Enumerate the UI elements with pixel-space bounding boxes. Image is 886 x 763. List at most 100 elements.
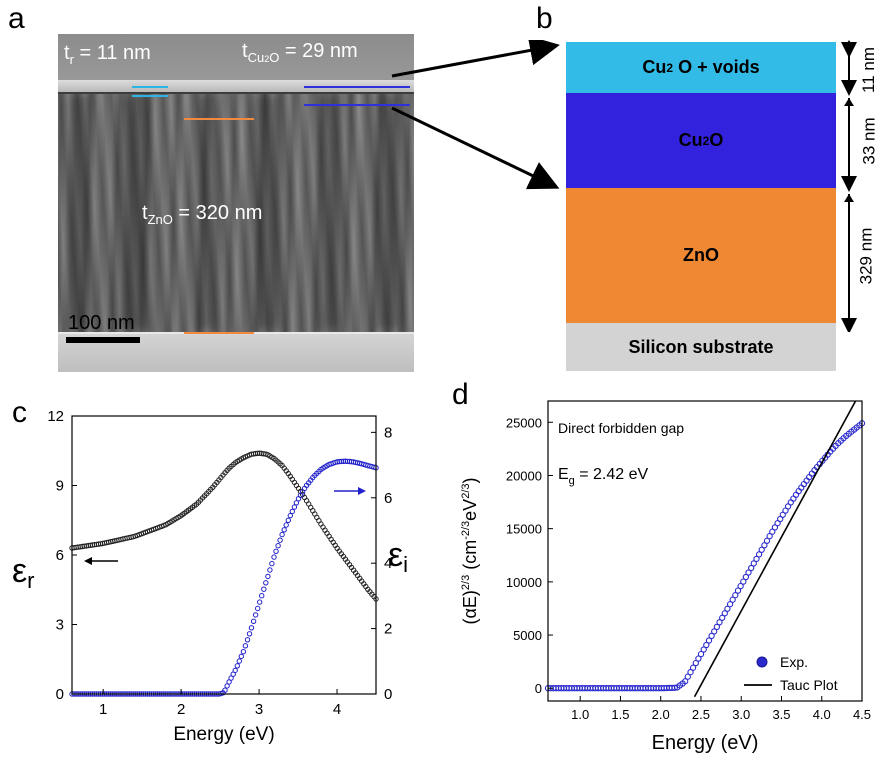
data-point [293,500,300,506]
x-tick-label: 1.0 [571,707,589,722]
tcu2o-label: tCu2O = 29 nm [242,40,358,65]
panel-label-d: d [452,378,469,411]
x-axis-label: Energy (eV) [652,732,759,754]
y-tick-label: 25000 [506,415,542,430]
y-axis-label-left: εr [12,552,35,593]
thickness-label-329nm: 329 nm [856,227,876,285]
data-point [697,650,705,658]
x-tick-label: 2.0 [652,707,670,722]
data-point [281,527,287,533]
data-point [745,569,752,576]
x-tick-label: 1 [99,701,107,718]
data-point [692,659,699,667]
tr-label: tr = 11 nm [64,42,151,67]
x-tick-label: 2 [177,701,185,718]
data-point [257,599,263,605]
data-point [279,531,285,538]
data-point [750,560,757,567]
y-tick-label-left: 6 [56,547,64,564]
tem-column-shadow [198,94,216,330]
y-axis-label-right: εi [388,536,408,577]
connector-arrows [391,40,560,190]
data-point [689,664,697,671]
y-tick-label-left: 3 [56,617,64,634]
y-tick-label: 20000 [506,468,542,483]
data-point [275,543,281,549]
y-tick-label: 0 [535,681,542,696]
data-point [682,678,689,685]
cyan-thickness-mark [132,95,168,97]
panel-label-b: b [536,2,553,35]
data-point [263,580,269,586]
y-tick-label-left: 9 [56,478,64,495]
plot-frame [71,415,377,695]
tem-column-shadow [320,94,340,330]
blue-thickness-mark [304,104,410,106]
data-point [250,618,257,625]
x-tick-label: 3.5 [772,707,790,722]
data-point [265,573,271,580]
blue-thickness-mark [304,86,410,88]
plot-frame [547,400,863,702]
y-tick-label-left: 0 [56,686,64,703]
data-point [234,663,241,669]
legend-marker-exp [756,656,768,668]
data-point [708,632,715,640]
tem-column-shadow [120,94,150,330]
data-point [267,567,273,573]
series-epsilon-i [69,458,379,697]
data-point [734,587,742,594]
x-tick-label: 4.0 [813,707,831,722]
data-point [671,684,678,691]
tem-cu2o-crust [58,80,414,94]
arrow-head-left [84,557,92,565]
data-point [766,533,773,540]
tauc-fit-line [693,400,857,698]
scale-bar-label: 100 nm [68,312,135,334]
data-point [271,554,277,560]
panel-label-a: a [8,2,25,35]
data-point [228,675,234,681]
orange-thickness-mark [184,332,254,334]
y-tick-label: 10000 [506,575,542,590]
tem-column-shadow [376,94,400,330]
y-tick-label: 5000 [513,628,542,643]
data-point [287,512,293,519]
legend-label-tauc: Tauc Plot [780,677,838,693]
x-tick-label: 3.0 [732,707,750,722]
data-point [238,653,245,660]
data-point [740,578,747,585]
data-point [259,593,265,599]
data-point [285,517,291,524]
y-tick-label-left: 12 [47,408,64,425]
tem-column-shadow [68,94,90,330]
panel-label-c: c [12,396,27,429]
data-point [713,623,721,631]
data-point [222,687,228,693]
y-axis-label: (αE)2/3 (cm-2/3eV2/3) [460,478,480,625]
data-point [261,586,267,592]
y-tick-label-right: 8 [384,424,392,441]
tzno-label: tZnO = 320 nm [142,202,263,227]
x-tick-label: 4.5 [853,707,871,722]
data-point [703,641,710,649]
data-point [240,649,247,655]
data-point [721,610,728,617]
arrow-to-top-layer [391,40,560,78]
thickness-label-33nm: 33 nm [859,117,879,165]
data-point [716,619,723,626]
data-point [232,667,238,674]
data-point [244,637,251,643]
data-point [719,614,726,621]
x-axis-label: Energy (eV) [173,724,274,745]
tem-micrograph: tr = 11 nm tCu2O = 29 nm tZnO = 320 nm 1… [58,34,414,372]
chart-d: 1.0 1.5 2.0 2.5 3.0 3.5 4.0 4.5 0 5000 10000 15000 2… [460,400,871,754]
data-point [289,508,295,515]
tem-vacuum-region [58,34,414,86]
y-tick-label-right: 6 [384,490,392,507]
y-tick-label-right: 2 [384,621,392,638]
x-tick-label: 4 [333,701,341,718]
scale-bar [66,337,140,343]
